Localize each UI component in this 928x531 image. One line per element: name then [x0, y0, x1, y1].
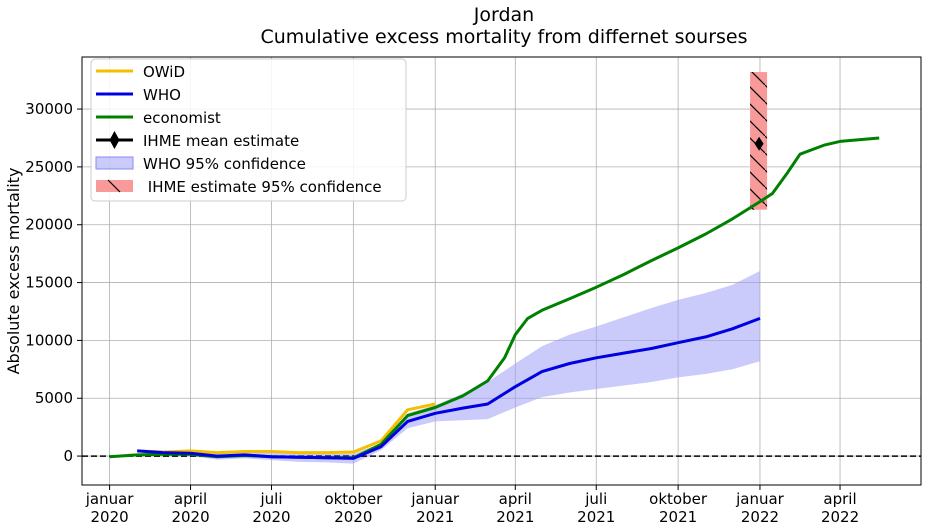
legend-ihme-mean-marker [109, 131, 120, 149]
x-tick-label: 2021 [659, 508, 697, 526]
x-tick-label: oktober [649, 490, 708, 508]
y-axis-label: Absolute excess mortality [4, 168, 23, 375]
x-tick-label: juli [260, 490, 283, 508]
x-tick-label: 2022 [821, 508, 859, 526]
legend: OWiD WHO economist IHME mean estimate WH… [90, 58, 407, 202]
x-tick-label: april [174, 490, 207, 508]
legend-who-ci-swatch [95, 156, 134, 170]
who-confidence-band [137, 271, 760, 464]
x-tick-label: oktober [324, 490, 383, 508]
ihme-mean-marker [754, 136, 764, 151]
plot-area [82, 72, 921, 464]
y-tick-label: 0 [63, 447, 73, 465]
legend-ihme-mean-label: IHME mean estimate [143, 132, 299, 150]
x-tick-label: 2021 [577, 508, 615, 526]
plot-frame [81, 56, 922, 486]
legend-ihme-ci-hatch [107, 179, 121, 193]
owid-line [137, 402, 436, 455]
legend-frame [90, 58, 407, 202]
legend-owid-label: OWiD [143, 63, 185, 81]
x-tick-label: 2020 [90, 508, 128, 526]
legend-who-ci-label: WHO 95% confidence [143, 155, 306, 173]
x-axis: januar2020april2020juli2020oktober2020ja… [85, 485, 859, 526]
x-tick-label: april [823, 490, 856, 508]
chart-subtitle: Cumulative excess mortality from differn… [261, 26, 748, 48]
x-tick-label: januar [410, 490, 460, 508]
who-line [137, 316, 761, 460]
y-tick-label: 20000 [25, 216, 73, 234]
x-tick-label: 2020 [252, 508, 290, 526]
y-tick-label: 5000 [35, 389, 73, 407]
legend-ihme-ci-label: IHME estimate 95% confidence [143, 178, 382, 196]
x-tick-label: 2020 [171, 508, 209, 526]
x-tick-label: juli [584, 490, 607, 508]
y-axis: 0 5000 10000 15000 20000 25000 30000 [25, 100, 82, 465]
y-tick-label: 10000 [25, 331, 73, 349]
y-tick-label: 25000 [25, 158, 73, 176]
x-tick-label: april [499, 490, 532, 508]
chart-title: Jordan [473, 4, 534, 26]
y-tick-label: 15000 [25, 274, 73, 292]
x-tick-label: 2021 [496, 508, 534, 526]
legend-who-label: WHO [143, 86, 181, 104]
y-tick-label: 30000 [25, 100, 73, 118]
x-tick-label: januar [85, 490, 135, 508]
x-tick-label: 2020 [334, 508, 372, 526]
x-tick-label: januar [735, 490, 785, 508]
x-tick-label: 2021 [416, 508, 454, 526]
legend-economist-label: economist [143, 109, 221, 127]
x-tick-label: 2022 [741, 508, 779, 526]
